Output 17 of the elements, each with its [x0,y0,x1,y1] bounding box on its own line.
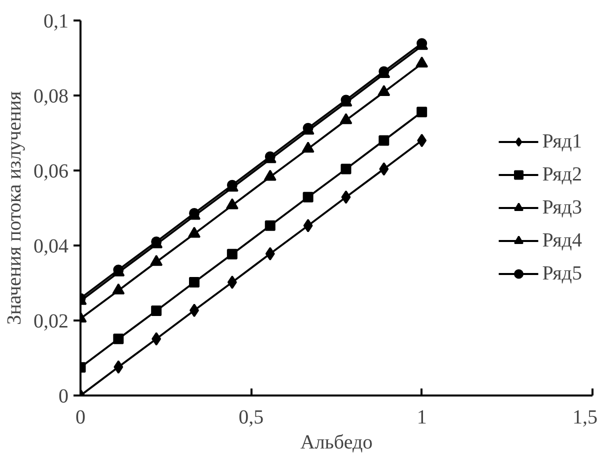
legend-label: Ряд1 [542,130,582,153]
legend-label: Ряд2 [542,163,582,186]
y-tick-label: 0 [58,386,68,408]
x-tick-label: 1 [416,406,427,428]
y-tick-label: 0,04 [34,236,68,258]
legend-label: Ряд4 [542,229,582,252]
y-tick-label: 0,02 [34,310,68,332]
y-tick-label: 0,1 [44,10,68,32]
x-axis-title: Альбедо [300,432,373,454]
x-tick-label: 0 [76,406,86,428]
y-axis-title: Значения потока излучения [4,91,26,325]
legend-label: Ряд3 [542,196,582,219]
x-tick-label: 0,5 [238,406,264,428]
legend-label: Ряд5 [542,262,582,285]
y-tick-label: 0,06 [34,160,68,182]
y-tick-label: 0,08 [34,86,68,108]
x-tick-label: 1,5 [572,406,597,428]
